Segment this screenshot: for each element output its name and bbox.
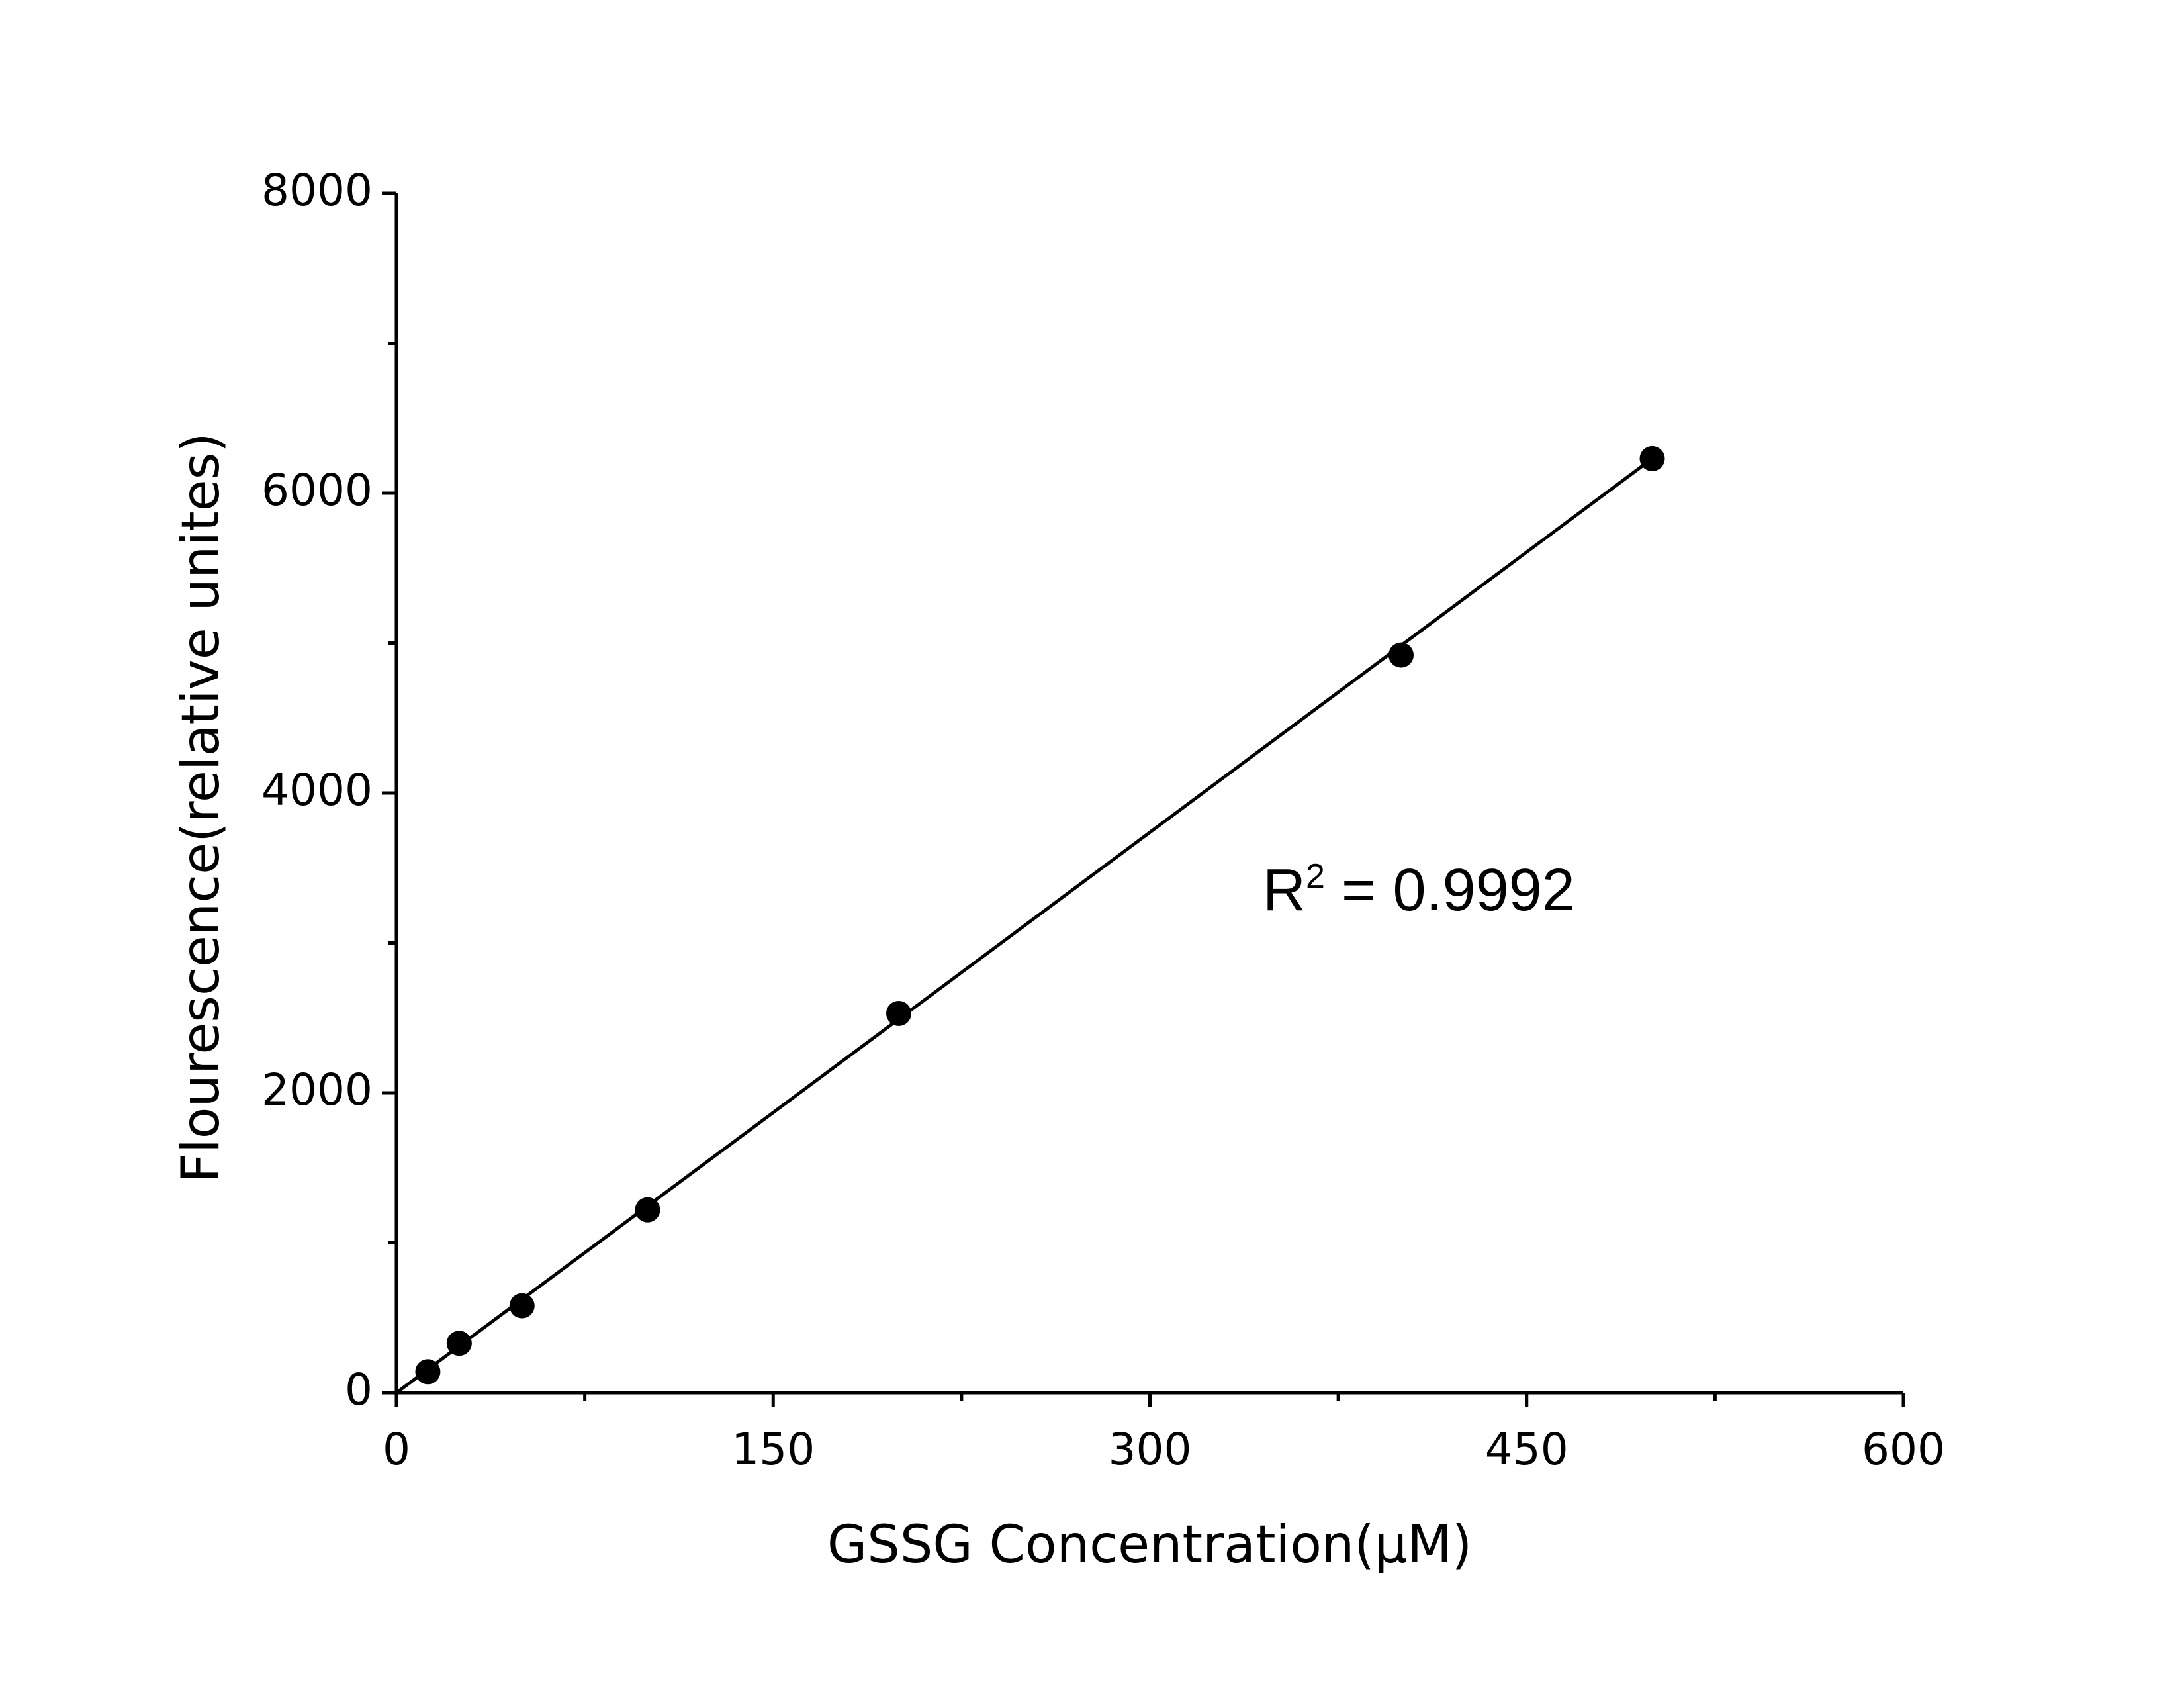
- data-point: [415, 1359, 441, 1385]
- x-axis-title: GSSG Concentration(μM): [827, 1515, 1472, 1575]
- fit-line: [395, 457, 1653, 1395]
- data-point: [446, 1331, 472, 1356]
- annotation-base: R: [1263, 857, 1306, 923]
- data-point: [1388, 642, 1414, 668]
- x-tick-label: 0: [383, 1424, 410, 1475]
- y-tick-label: 8000: [261, 165, 373, 216]
- data-point: [1639, 445, 1665, 471]
- x-tick-label: 150: [731, 1424, 815, 1475]
- data-point: [509, 1293, 535, 1319]
- annotation-sup: 2: [1306, 857, 1325, 896]
- x-tick-label: 600: [1862, 1424, 1945, 1475]
- y-tick-label: 6000: [261, 465, 373, 516]
- data-point: [635, 1197, 660, 1223]
- x-tick-label: 300: [1109, 1424, 1192, 1475]
- data-point: [886, 1000, 911, 1026]
- annotation-text: = 0.9992: [1325, 857, 1575, 923]
- y-tick-label: 2000: [261, 1064, 373, 1115]
- y-axis-title: Flourescence(relative unites): [171, 432, 231, 1182]
- y-tick-label: 4000: [261, 765, 373, 816]
- x-tick-label: 450: [1485, 1424, 1569, 1475]
- annotation: R2 = 0.9992: [1263, 857, 1575, 923]
- y-tick-label: 0: [345, 1364, 373, 1415]
